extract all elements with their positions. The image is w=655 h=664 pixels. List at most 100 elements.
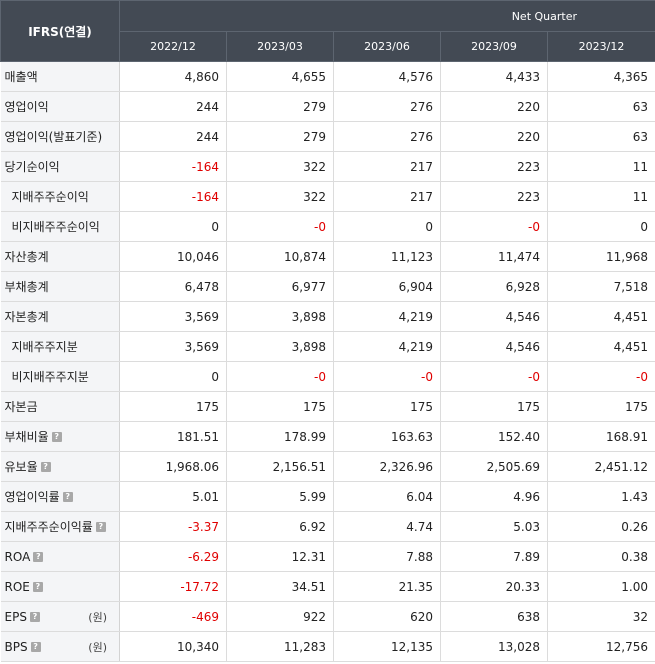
- info-help-icon[interactable]: ?: [29, 611, 40, 622]
- value-cell: 0.26: [547, 511, 655, 542]
- info-help-icon[interactable]: ?: [30, 641, 41, 652]
- value-cell: 3,898: [226, 301, 334, 332]
- row-label: 자본총계: [4, 310, 49, 324]
- value-cell: 4,433: [440, 61, 548, 92]
- row-label-cell: 유보율?: [0, 451, 120, 482]
- unit-label: (원): [88, 640, 107, 654]
- row-label: EPS: [4, 609, 27, 624]
- value-cell: 4,546: [440, 301, 548, 332]
- period-header: 2022/12: [119, 31, 227, 62]
- value-cell: 175: [226, 391, 334, 422]
- row-label-wrap: 자본금: [5, 398, 113, 415]
- table-row: 비지배주주순이익 0 -0 0 -0 0: [0, 211, 655, 242]
- row-label-wrap: 비지배주주순이익: [12, 218, 113, 235]
- table-header: IFRS(연결) Net Quarter 2022/12 2023/03 202…: [0, 0, 655, 62]
- value-cell: 2,505.69: [440, 451, 548, 482]
- accounting-standard-header: IFRS(연결): [0, 0, 120, 62]
- row-label-cell: 자본총계: [0, 301, 120, 332]
- info-help-icon[interactable]: ?: [51, 431, 62, 442]
- value-cell: 3,569: [119, 301, 227, 332]
- table-row: 지배주주지분 3,569 3,898 4,219 4,546 4,451: [0, 331, 655, 362]
- value-cell: -0: [440, 211, 548, 242]
- row-label: 비지배주주지분: [11, 370, 89, 384]
- row-label: 매출액: [4, 70, 38, 84]
- table-row: 부채비율? 181.51 178.99 163.63 152.40 168.91: [0, 421, 655, 452]
- value-cell: -3.37: [119, 511, 227, 542]
- row-label-cell: 부채비율?: [0, 421, 120, 452]
- value-cell: 5.01: [119, 481, 227, 512]
- row-label-cell: 영업이익률?: [0, 481, 120, 512]
- value-cell: 4,655: [226, 61, 334, 92]
- value-cell: 276: [333, 121, 441, 152]
- value-cell: 11,968: [547, 241, 655, 272]
- value-cell: 620: [333, 601, 441, 632]
- value-cell: 32: [547, 601, 655, 632]
- value-cell: -6.29: [119, 541, 227, 572]
- value-cell: 2,326.96: [333, 451, 441, 482]
- row-label-wrap: EPS? (원): [5, 609, 113, 625]
- value-cell: 4.96: [440, 481, 548, 512]
- value-cell: 7.89: [440, 541, 548, 572]
- value-cell: 217: [333, 151, 441, 182]
- value-cell: 4,219: [333, 301, 441, 332]
- value-cell: 223: [440, 181, 548, 212]
- value-cell: 4,219: [333, 331, 441, 362]
- row-label: 부채총계: [4, 280, 49, 294]
- value-cell: 4,576: [333, 61, 441, 92]
- row-label-wrap: BPS? (원): [5, 639, 113, 655]
- value-cell: 10,046: [119, 241, 227, 272]
- row-label-cell: 비지배주주순이익: [0, 211, 120, 242]
- value-cell: 11,474: [440, 241, 548, 272]
- value-cell: 638: [440, 601, 548, 632]
- row-label: BPS: [4, 639, 28, 654]
- value-cell: 244: [119, 91, 227, 122]
- row-label-wrap: 자산총계: [5, 248, 113, 265]
- row-label-wrap: 비지배주주지분: [12, 368, 113, 385]
- value-cell: 279: [226, 121, 334, 152]
- value-cell: 12,756: [547, 631, 655, 662]
- row-label-cell: 영업이익: [0, 91, 120, 122]
- row-label-wrap: 매출액: [5, 68, 113, 85]
- table-row: 자본총계 3,569 3,898 4,219 4,546 4,451: [0, 301, 655, 332]
- row-label: 자본금: [4, 400, 38, 414]
- value-cell: 175: [440, 391, 548, 422]
- table-row: 지배주주순이익 -164 322 217 223 11: [0, 181, 655, 212]
- row-label: 비지배주주순이익: [11, 220, 100, 234]
- table-row: 당기순이익 -164 322 217 223 11: [0, 151, 655, 182]
- value-cell: 175: [119, 391, 227, 422]
- info-help-icon[interactable]: ?: [62, 491, 73, 502]
- value-cell: 6,478: [119, 271, 227, 302]
- info-help-icon[interactable]: ?: [95, 521, 106, 532]
- info-help-icon[interactable]: ?: [33, 551, 44, 562]
- value-cell: 5.99: [226, 481, 334, 512]
- row-label: 영업이익(발표기준): [4, 130, 103, 144]
- info-help-icon[interactable]: ?: [32, 581, 43, 592]
- period-header: 2023/06: [333, 31, 441, 62]
- value-cell: 4,860: [119, 61, 227, 92]
- value-cell: 34.51: [226, 571, 334, 602]
- table-row: 매출액 4,860 4,655 4,576 4,433 4,365: [0, 61, 655, 92]
- value-cell: -164: [119, 151, 227, 182]
- row-label-cell: 당기순이익: [0, 151, 120, 182]
- value-cell: 276: [333, 91, 441, 122]
- table-row: ROE? -17.72 34.51 21.35 20.33 1.00: [0, 571, 655, 602]
- info-help-icon[interactable]: ?: [40, 461, 51, 472]
- value-cell: 20.33: [440, 571, 548, 602]
- table-row: 자본금 175 175 175 175 175: [0, 391, 655, 422]
- value-cell: 0: [333, 211, 441, 242]
- value-cell: 4.74: [333, 511, 441, 542]
- value-cell: 4,365: [547, 61, 655, 92]
- value-cell: 6,977: [226, 271, 334, 302]
- value-cell: 2,451.12: [547, 451, 655, 482]
- value-cell: 0: [119, 211, 227, 242]
- row-label-wrap: 지배주주순이익률?: [5, 518, 113, 535]
- row-label-wrap: ROE?: [5, 580, 113, 594]
- row-label-wrap: 자본총계: [5, 308, 113, 325]
- table-row: 영업이익 244 279 276 220 63: [0, 91, 655, 122]
- value-cell: 279: [226, 91, 334, 122]
- value-cell: 4,451: [547, 301, 655, 332]
- row-label-wrap: 유보율?: [5, 458, 113, 475]
- row-label-wrap: 부채총계: [5, 278, 113, 295]
- value-cell: 7.88: [333, 541, 441, 572]
